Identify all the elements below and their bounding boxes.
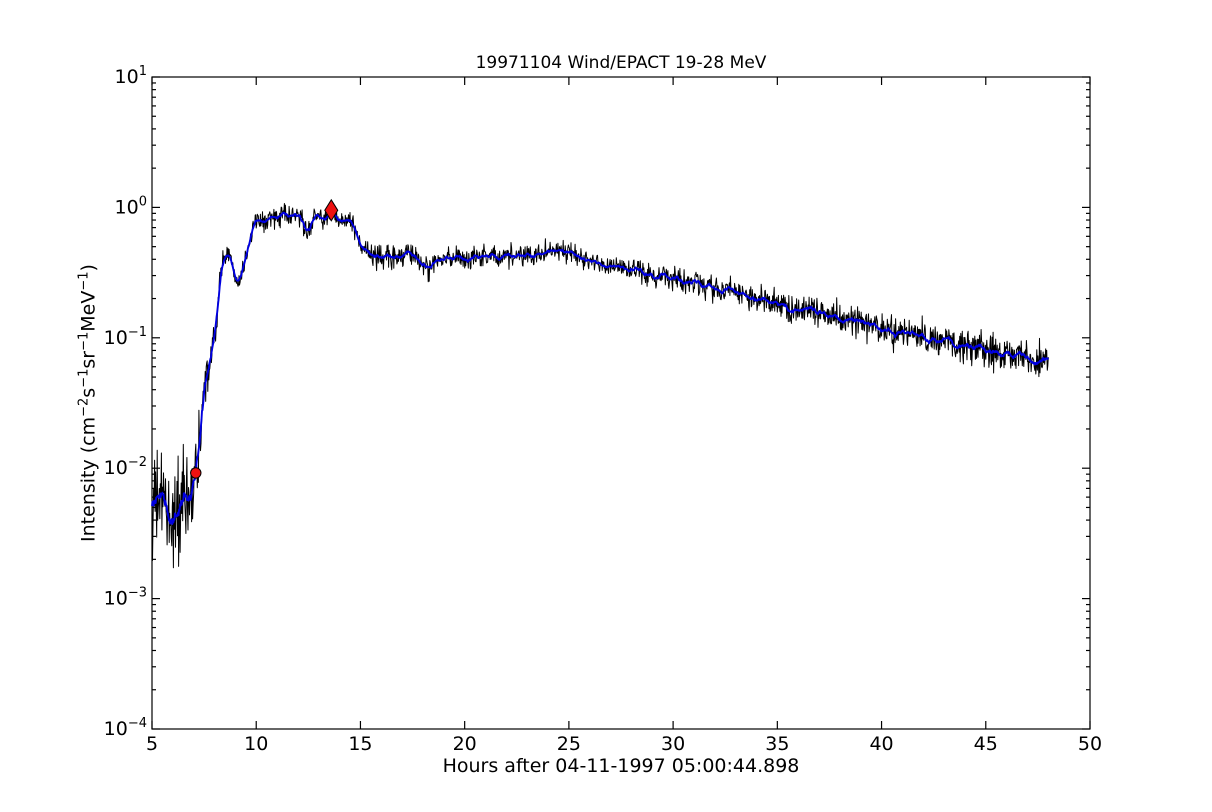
ylabel-text: Intensity (cm [77,416,100,542]
x-tick-label: 40 [869,733,893,755]
x-tick-label: 20 [453,733,477,755]
x-tick-label: 15 [348,733,372,755]
y-tick-label: 10−2 [104,455,147,479]
ylabel-superscript: −2 [76,397,92,417]
y-tick-label: 101 [115,64,147,88]
x-tick-label: 35 [765,733,789,755]
y-tick-label: 10−4 [104,716,147,740]
ylabel-superscript: −1 [76,368,92,388]
x-tick-label: 30 [661,733,685,755]
x-tick-label: 10 [244,733,268,755]
plot-frame [151,76,1091,730]
x-tick-label: 25 [557,733,581,755]
x-axis-label: Hours after 04-11-1997 05:00:44.898 [442,755,800,777]
ylabel-superscript: −1 [76,271,92,291]
ylabel-text: s [77,387,100,398]
y-tick-label: 10−3 [104,586,147,610]
y-tick-label: 100 [115,194,147,218]
smoothed-series-line [151,211,1050,525]
y-tick-label: 10−1 [104,325,147,349]
ylabel-text: MeV [77,290,100,332]
x-tick-labels: 5 10 15 20 25 30 35 40 45 50 [146,733,1102,755]
x-tick-label: 5 [146,733,158,755]
chart-title: 19971104 Wind/EPACT 19-28 MeV [475,53,767,73]
x-tick-label: 45 [974,733,998,755]
onset-marker [190,467,202,479]
y-axis-label: Intensity (cm−2s−1sr−1MeV−1) [76,264,99,542]
x-tick-label: 50 [1078,733,1102,755]
ylabel-superscript: −1 [76,331,92,351]
ylabel-text: ) [77,264,100,272]
ylabel-text: sr [77,350,100,369]
peak-marker [324,198,339,222]
y-tick-labels: 101 100 10−1 10−2 10−3 10−4 [104,64,147,740]
measured-series-line [151,203,1049,569]
axis-ticks [151,76,1091,730]
